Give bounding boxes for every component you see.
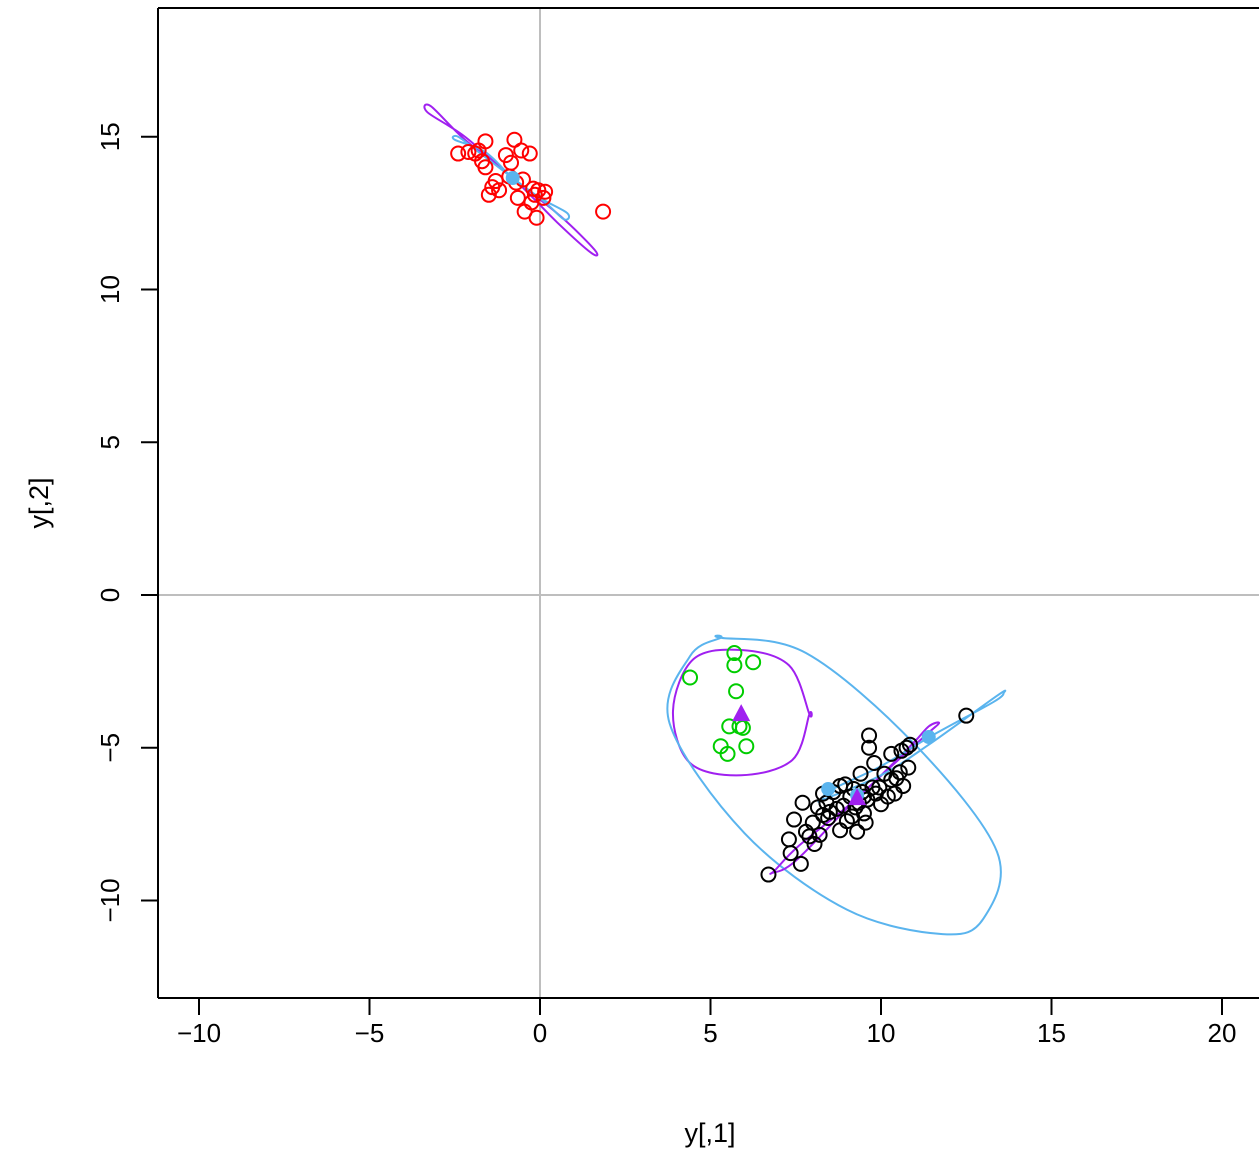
y-tick-label: 5: [95, 435, 125, 449]
data-point: [728, 683, 745, 700]
data-point: [895, 777, 912, 794]
data-point: [883, 745, 900, 762]
y-tick-label: 15: [95, 122, 125, 151]
x-tick-label: 5: [703, 1018, 717, 1048]
data-point: [806, 835, 823, 852]
data-point: [745, 654, 762, 671]
data-point: [528, 209, 545, 226]
data-point: [760, 866, 777, 883]
data-point: [491, 182, 508, 199]
data-point: [782, 845, 799, 862]
cluster-centers: [505, 170, 936, 806]
data-point: [537, 183, 554, 200]
data-point: [513, 142, 530, 159]
data-point: [849, 823, 866, 840]
x-tick-label: 20: [1208, 1018, 1237, 1048]
data-point: [477, 159, 494, 176]
data-point: [901, 736, 918, 753]
data-point: [480, 186, 497, 203]
reference-lines: [158, 8, 1259, 998]
data-point: [521, 145, 538, 162]
data-point: [794, 794, 811, 811]
data-point: [503, 154, 520, 171]
data-point: [460, 144, 477, 161]
data-point: [861, 739, 878, 756]
y-tick-label: −10: [95, 878, 125, 922]
center-dot-marker: [505, 170, 520, 185]
center-triangle-marker: [732, 704, 751, 722]
center-dot-marker: [921, 730, 936, 745]
data-point: [786, 811, 803, 828]
data-point: [595, 203, 612, 220]
data-point: [726, 657, 743, 674]
data-point: [726, 645, 743, 662]
center-triangle-marker: [848, 788, 867, 806]
data-points: [450, 131, 975, 883]
data-point: [900, 759, 917, 776]
y-axis-label: y[,2]: [24, 477, 54, 528]
data-point: [719, 745, 736, 762]
data-point: [871, 779, 888, 796]
data-point: [857, 814, 874, 831]
x-tick-label: 10: [867, 1018, 896, 1048]
y-tick-label: −5: [95, 733, 125, 763]
data-point: [535, 189, 552, 206]
ellipse-4: [666, 634, 1002, 936]
data-point: [820, 810, 837, 827]
data-point: [866, 755, 883, 772]
data-point: [852, 765, 869, 782]
data-point: [509, 189, 526, 206]
data-point: [487, 173, 504, 190]
y-tick-label: 0: [95, 588, 125, 602]
y-tick-label: 10: [95, 275, 125, 304]
x-tick-label: −10: [177, 1018, 221, 1048]
data-point: [861, 727, 878, 744]
data-point: [804, 814, 821, 831]
x-tick-label: 0: [533, 1018, 547, 1048]
x-tick-label: 15: [1037, 1018, 1066, 1048]
data-point: [958, 707, 975, 724]
y-axis-ticks: −10 −5 0 5 10 15: [95, 122, 158, 923]
x-tick-label: −5: [355, 1018, 385, 1048]
data-point: [811, 826, 828, 843]
data-point: [898, 739, 915, 756]
data-point: [682, 669, 699, 686]
data-point: [526, 186, 543, 203]
x-axis-label: y[,1]: [684, 1118, 735, 1148]
center-dot-marker: [821, 781, 836, 796]
data-point: [844, 808, 861, 825]
data-point: [838, 813, 855, 830]
data-point: [450, 145, 467, 162]
data-point: [738, 738, 755, 755]
data-point: [477, 133, 494, 150]
x-axis-ticks: −10 −5 0 5 10 15 20: [177, 998, 1237, 1048]
plot-frame: [157, 7, 1259, 999]
data-point: [792, 855, 809, 872]
